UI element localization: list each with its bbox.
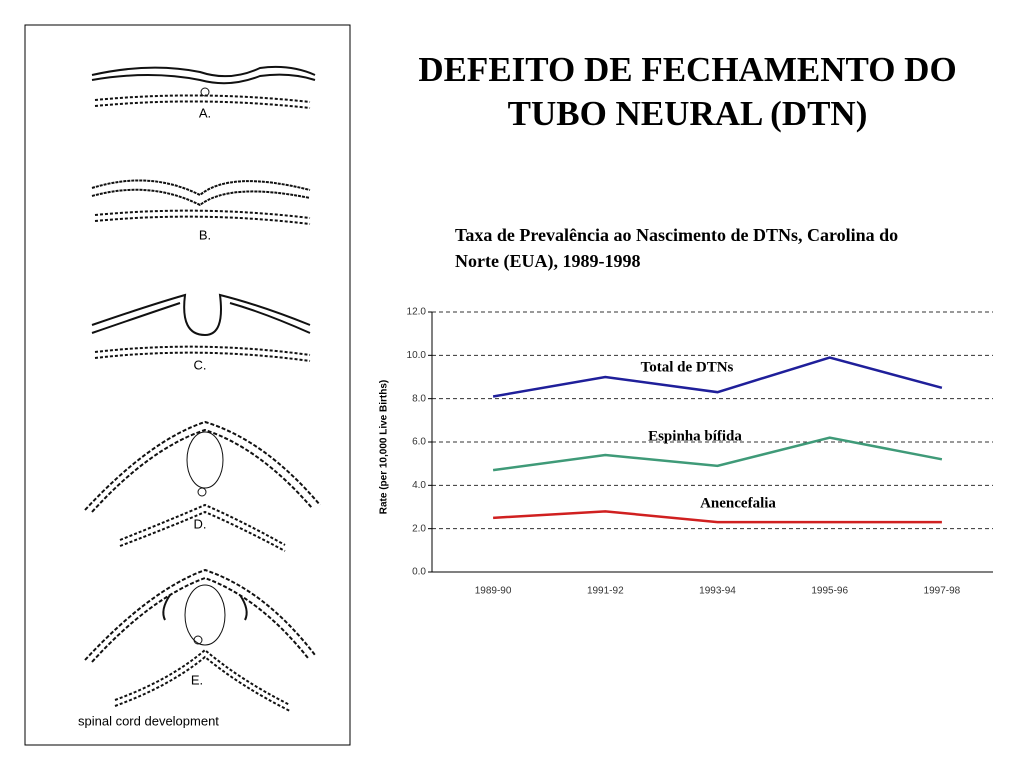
stage-label: A. [199,105,211,120]
illustration-frame [24,24,351,746]
x-tick-label: 1993-94 [699,586,736,597]
illustration-caption: spinal cord development [78,713,219,728]
y-tick-label: 10.0 [407,350,427,361]
y-tick-label: 6.0 [412,437,426,448]
series-line [493,510,942,524]
y-tick-label: 4.0 [412,480,426,491]
stage-label: B. [199,227,211,242]
series-label: Total de DTNs [641,359,734,375]
stage-label: D. [194,516,207,531]
x-tick-label: 1991-92 [587,586,624,597]
series-line [492,436,943,472]
x-tick-label: 1995-96 [811,586,848,597]
y-tick-label: 0.0 [412,567,426,578]
stage-label: E. [191,672,203,687]
y-axis-label: Rate (per 10,000 Live Births) [379,380,390,515]
series-line [492,356,943,398]
series-label: Espinha bífida [648,428,742,444]
series-label: Anencefalia [700,495,776,511]
chart-title: DEFEITO DE FECHAMENTO DO TUBO NEURAL (DT… [418,50,957,133]
y-tick-label: 8.0 [412,393,426,404]
y-tick-label: 12.0 [407,307,427,318]
chart-subtitle: Taxa de Prevalência ao Nascimento de DTN… [455,225,899,271]
x-tick-label: 1989-90 [475,586,512,597]
stage-label: C. [194,357,207,372]
y-tick-label: 2.0 [412,523,426,534]
x-tick-label: 1997-98 [924,586,961,597]
illustration [84,65,321,712]
